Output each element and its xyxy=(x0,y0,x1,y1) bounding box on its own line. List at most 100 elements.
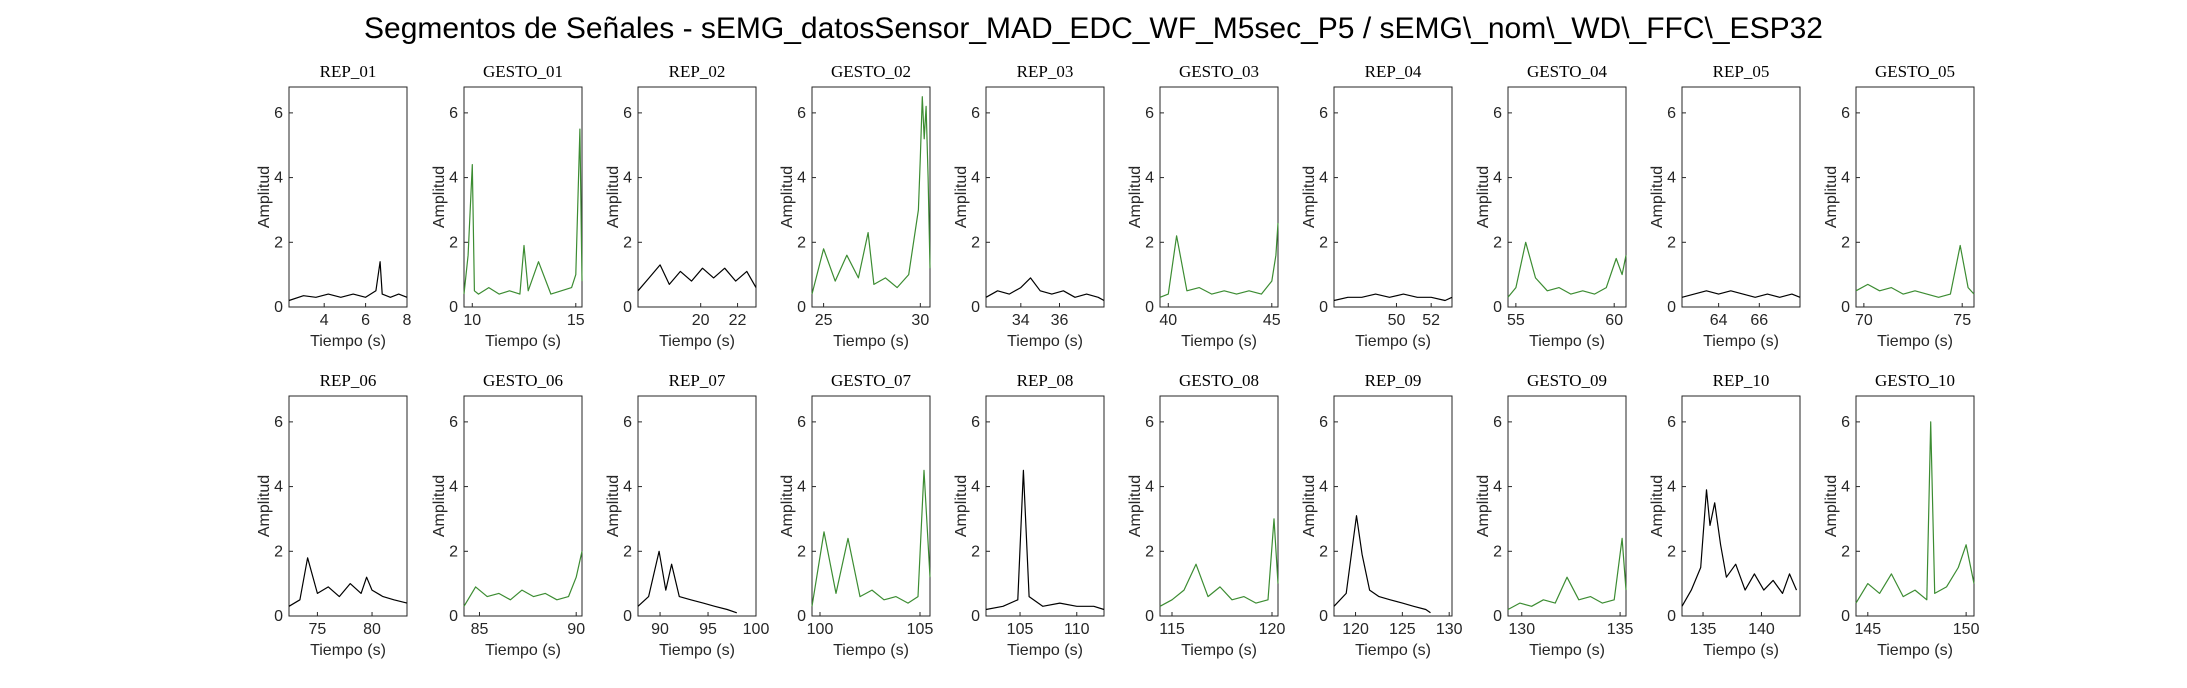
x-tick-label: 70 xyxy=(1855,312,1873,329)
axes-box xyxy=(637,86,757,308)
subplot-19: REP_10 135 140 0 2 4 6 Tiempo (s) Amplitud xyxy=(1649,371,1801,659)
y-tick-label: 4 xyxy=(623,479,632,496)
x-tick-label: 20 xyxy=(692,312,710,329)
x-tick-label: 100 xyxy=(807,621,834,638)
y-axis-label: Amplitud xyxy=(953,166,970,228)
y-tick-label: 0 xyxy=(1319,608,1328,625)
axes-box xyxy=(637,395,757,617)
x-tick-label: 130 xyxy=(1436,621,1463,638)
y-tick-label: 0 xyxy=(1145,608,1154,625)
y-tick-label: 0 xyxy=(971,608,980,625)
x-axis-label: Tiempo (s) xyxy=(833,642,909,659)
signal-line xyxy=(1855,421,1975,604)
y-tick-label: 6 xyxy=(1319,105,1328,122)
x-tick-label: 4 xyxy=(320,312,329,329)
y-axis-label: Amplitud xyxy=(1475,475,1492,537)
axes-box xyxy=(1681,395,1801,617)
y-tick-label: 4 xyxy=(449,479,458,496)
y-tick-label: 6 xyxy=(1841,105,1850,122)
signal-line xyxy=(637,264,757,292)
signal-line xyxy=(985,469,1105,611)
x-tick-label: 80 xyxy=(363,621,381,638)
y-axis-label: Amplitud xyxy=(1475,166,1492,228)
signal-line xyxy=(463,128,583,295)
y-axis-label: Amplitud xyxy=(779,475,796,537)
subplot-title: GESTO_03 xyxy=(1179,62,1259,81)
y-tick-label: 0 xyxy=(274,299,283,316)
y-tick-label: 4 xyxy=(1667,479,1676,496)
y-tick-label: 4 xyxy=(449,170,458,187)
y-tick-label: 4 xyxy=(797,479,806,496)
x-axis-label: Tiempo (s) xyxy=(1529,642,1605,659)
axes-box xyxy=(1855,395,1975,617)
x-tick-label: 55 xyxy=(1507,312,1525,329)
y-tick-label: 6 xyxy=(1667,105,1676,122)
y-tick-label: 6 xyxy=(623,414,632,431)
x-axis-label: Tiempo (s) xyxy=(1703,642,1779,659)
y-axis-label: Amplitud xyxy=(256,475,273,537)
y-tick-label: 0 xyxy=(1319,299,1328,316)
subplot-title: GESTO_04 xyxy=(1527,62,1607,81)
x-axis-label: Tiempo (s) xyxy=(1355,333,1431,350)
x-tick-label: 22 xyxy=(729,312,747,329)
x-tick-label: 150 xyxy=(1953,621,1980,638)
y-tick-label: 4 xyxy=(274,170,283,187)
signal-line xyxy=(1681,290,1801,298)
subplot-title: REP_10 xyxy=(1713,371,1770,390)
subplot-6: GESTO_03 40 45 0 2 4 6 Tiempo (s) Amplitud xyxy=(1127,62,1281,350)
x-axis-label: Tiempo (s) xyxy=(310,333,386,350)
axes-box xyxy=(288,86,408,308)
y-tick-label: 4 xyxy=(1841,479,1850,496)
y-axis-label: Amplitud xyxy=(1649,166,1666,228)
y-tick-label: 2 xyxy=(623,543,632,560)
subplot-17: REP_09 120 125 130 0 2 4 6 Tiempo (s) Amplitud xyxy=(1301,371,1463,659)
y-tick-label: 6 xyxy=(1841,414,1850,431)
axes-box xyxy=(811,395,931,617)
axes-box xyxy=(1681,86,1801,308)
axes-box xyxy=(1333,86,1453,308)
subplot-8: GESTO_04 55 60 0 2 4 6 Tiempo (s) Amplitud xyxy=(1475,62,1627,350)
y-tick-label: 0 xyxy=(623,299,632,316)
subplot-title: GESTO_09 xyxy=(1527,371,1607,390)
y-tick-label: 4 xyxy=(623,170,632,187)
subplot-title: REP_01 xyxy=(320,62,377,81)
y-tick-label: 2 xyxy=(1145,543,1154,560)
x-tick-label: 6 xyxy=(361,312,370,329)
y-tick-label: 6 xyxy=(1145,105,1154,122)
x-tick-label: 105 xyxy=(1007,621,1034,638)
axes-box xyxy=(985,395,1105,617)
subplot-3: REP_02 20 22 0 2 4 6 Tiempo (s) Amplitud xyxy=(605,62,757,350)
signal-line xyxy=(811,96,931,295)
axes-box xyxy=(1333,395,1453,617)
y-tick-label: 0 xyxy=(449,299,458,316)
y-axis-label: Amplitud xyxy=(1301,166,1318,228)
x-tick-label: 45 xyxy=(1263,312,1281,329)
y-tick-label: 2 xyxy=(1493,234,1502,251)
y-tick-label: 2 xyxy=(1667,234,1676,251)
x-tick-label: 115 xyxy=(1159,621,1185,638)
y-tick-label: 2 xyxy=(1319,543,1328,560)
figure-title: Segmentos de Señales - sEMG_datosSensor_… xyxy=(364,12,1823,45)
signal-line xyxy=(985,277,1105,302)
x-tick-label: 50 xyxy=(1388,312,1406,329)
x-tick-label: 40 xyxy=(1159,312,1177,329)
signal-line xyxy=(288,557,408,607)
y-tick-label: 4 xyxy=(1145,479,1154,496)
x-tick-label: 145 xyxy=(1854,621,1881,638)
y-tick-label: 4 xyxy=(274,479,283,496)
x-tick-label: 120 xyxy=(1259,621,1286,638)
axes-box xyxy=(811,86,931,308)
y-tick-label: 4 xyxy=(1319,170,1328,187)
subplot-16: GESTO_08 115 120 0 2 4 6 Tiempo (s) Amplitud xyxy=(1127,371,1285,659)
y-tick-label: 6 xyxy=(449,105,458,122)
subplot-13: REP_07 90 95 100 0 2 4 6 Tiempo (s) Amplitud xyxy=(605,371,769,659)
x-tick-label: 130 xyxy=(1508,621,1535,638)
x-tick-label: 140 xyxy=(1748,621,1775,638)
y-tick-label: 6 xyxy=(1493,414,1502,431)
x-axis-label: Tiempo (s) xyxy=(1181,333,1257,350)
subplot-18: GESTO_09 130 135 0 2 4 6 Tiempo (s) Amplitud xyxy=(1475,371,1634,659)
y-tick-label: 2 xyxy=(971,234,980,251)
axes-box xyxy=(1855,86,1975,308)
signal-line xyxy=(1333,293,1453,302)
x-tick-label: 135 xyxy=(1607,621,1634,638)
